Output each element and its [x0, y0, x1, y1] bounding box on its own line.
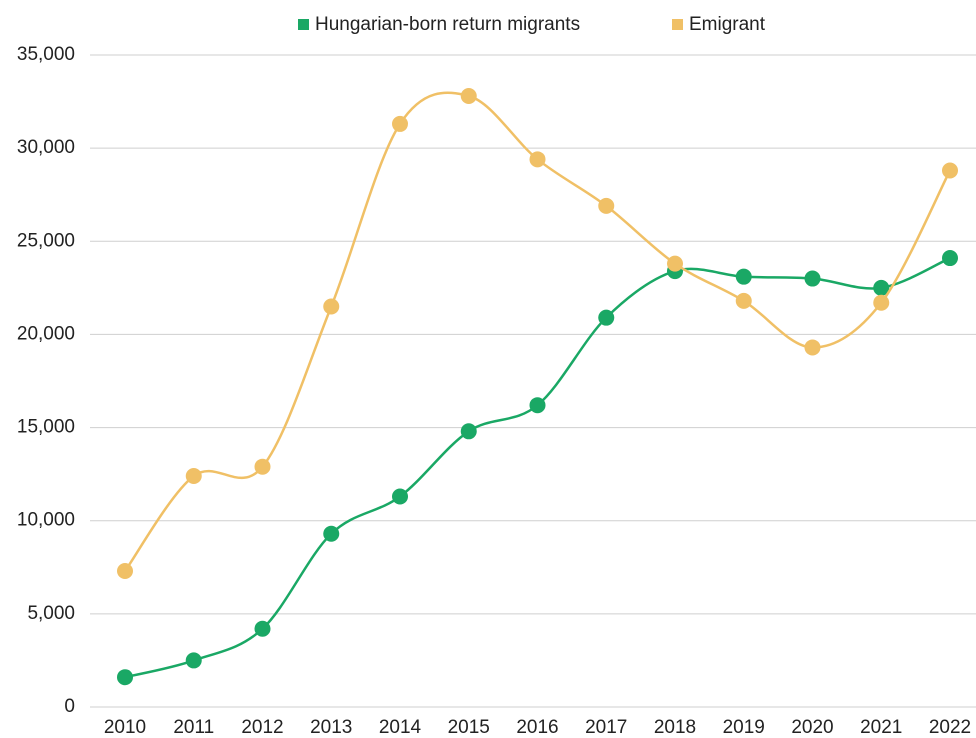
data-point: [460, 87, 477, 104]
data-point: [804, 270, 821, 287]
data-point: [873, 279, 890, 296]
data-point: [323, 298, 340, 315]
legend-swatch: [672, 19, 683, 30]
y-tick-label: 0: [64, 696, 75, 717]
data-point: [185, 652, 202, 669]
data-point: [735, 268, 752, 285]
data-point: [667, 255, 683, 272]
data-point: [873, 294, 890, 311]
x-tick-label: 2018: [654, 717, 696, 738]
x-tick-label: 2017: [585, 717, 627, 738]
data-point: [117, 669, 133, 686]
x-tick-label: 2014: [379, 717, 422, 738]
y-tick-label: 10,000: [17, 510, 75, 531]
data-point: [735, 292, 752, 309]
x-tick-label: 2015: [448, 717, 490, 738]
data-point: [254, 620, 271, 637]
y-tick-label: 5,000: [27, 603, 75, 624]
data-point: [529, 397, 546, 414]
y-tick-label: 35,000: [17, 44, 75, 65]
data-point: [942, 162, 958, 179]
data-point: [804, 339, 821, 356]
legend-label: Emigrant: [689, 14, 766, 35]
legend-swatch: [298, 19, 309, 30]
x-tick-label: 2010: [104, 717, 146, 738]
x-tick-label: 2021: [860, 717, 902, 738]
data-point: [529, 151, 546, 168]
y-tick-label: 25,000: [17, 230, 75, 251]
data-point: [598, 309, 615, 326]
data-point: [323, 525, 340, 542]
data-point: [185, 468, 202, 485]
legend-label: Hungarian-born return migrants: [315, 14, 580, 35]
data-point: [598, 197, 615, 214]
y-tick-label: 20,000: [17, 323, 75, 344]
x-tick-label: 2013: [310, 717, 352, 738]
data-point: [942, 250, 958, 267]
data-point: [392, 488, 408, 505]
x-tick-label: 2020: [791, 717, 833, 738]
y-tick-label: 15,000: [17, 417, 75, 438]
data-point: [254, 458, 271, 475]
x-tick-label: 2016: [516, 717, 558, 738]
x-tick-label: 2022: [929, 717, 971, 738]
data-point: [460, 423, 477, 440]
x-tick-label: 2012: [241, 717, 283, 738]
y-tick-label: 30,000: [17, 137, 75, 158]
x-tick-label: 2011: [173, 717, 214, 738]
data-point: [392, 115, 408, 132]
data-point: [117, 563, 133, 580]
x-tick-label: 2019: [723, 717, 765, 738]
